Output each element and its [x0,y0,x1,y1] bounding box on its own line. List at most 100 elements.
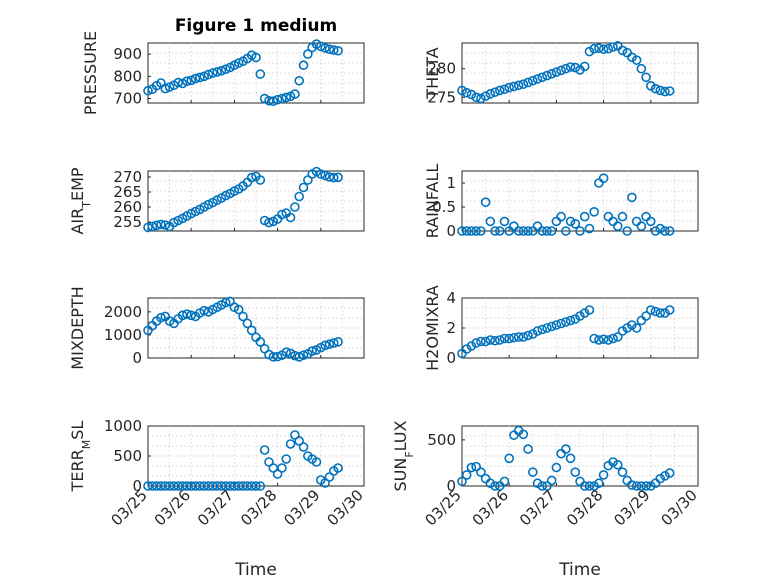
data-point [255,69,266,79]
data-point [664,305,675,315]
data-point [612,221,623,231]
x-tick-label: 03/28 [237,486,280,529]
data-point [645,305,656,315]
data-point [542,481,552,491]
x-tick-label: 03/27 [516,486,559,529]
data-point [650,226,661,236]
data-point [294,191,305,202]
data-point [499,333,510,344]
data-point [246,172,257,183]
data-point [589,333,599,344]
data-point [664,86,675,96]
data-point [584,223,595,234]
data-point [285,212,296,223]
data-point [608,42,618,52]
data-point [457,226,467,236]
data-point [320,340,330,351]
data-point [466,226,477,236]
data-point [259,445,270,455]
data-point [622,323,633,333]
data-point [294,352,305,362]
data-point [281,347,292,358]
data-point [546,475,557,486]
data-point [608,333,618,344]
data-point [476,336,486,347]
data-point [298,182,309,193]
data-point [509,332,519,343]
data-point [636,481,647,491]
data-point [328,45,339,55]
data-point [532,74,543,84]
data-point [655,308,666,318]
data-point [660,471,670,481]
data-point [537,481,548,491]
data-point [598,470,609,480]
data-point [551,67,562,77]
data-point [612,332,623,342]
data-point [589,481,599,491]
y-tick-label: 1000 [104,417,142,435]
data-point [186,75,196,86]
data-point [290,89,300,99]
data-point [490,481,500,491]
data-point [186,310,196,321]
y-tick-label: 0 [132,349,142,367]
x-axis-label: Time [558,560,601,580]
data-point [457,476,467,487]
data-point [542,226,552,236]
data-point [636,63,647,74]
data-point [513,332,524,342]
data-point [333,337,343,347]
y-tick-label: 0 [446,222,456,240]
data-point [333,45,343,56]
data-point [631,323,642,333]
data-point [315,169,326,179]
data-point [565,315,576,326]
data-point [570,62,581,73]
y-tick-label: 280 [427,60,456,78]
y-axis-label: THETA [423,47,442,99]
data-point [570,219,581,229]
data-point [272,94,283,105]
data-point [537,226,548,236]
y-tick-label: 500 [427,431,456,449]
data-point [594,478,604,489]
data-point [655,473,666,484]
data-point [641,72,651,83]
data-point [220,64,231,75]
data-point [641,481,651,491]
data-point [143,85,153,96]
data-point [594,335,604,345]
data-point [570,467,581,477]
data-point [333,463,343,473]
data-point [480,197,491,207]
data-point [268,96,279,107]
data-point [324,339,335,349]
data-point [164,82,175,92]
data-point [546,69,557,79]
data-point [504,333,515,344]
data-point [584,46,595,57]
data-point [584,481,595,491]
data-point [490,87,500,97]
data-point [627,480,637,490]
data-point [494,85,505,96]
data-point [216,65,227,76]
data-point [542,70,552,81]
y-tick-label: 4 [446,289,456,307]
data-point [471,92,481,103]
y-tick-label: 0 [132,477,142,495]
data-point [255,481,266,491]
data-point [660,226,670,236]
subplot-5: 0 1000 2000 MIXDEPTH [68,286,365,370]
data-point [645,481,656,491]
x-tick-label: 03/25 [422,486,465,529]
data-point [584,305,595,315]
data-point [627,320,637,330]
data-point [542,323,552,333]
data-point [466,89,477,100]
data-point [281,454,292,464]
data-point [471,226,481,236]
data-point [523,330,533,341]
